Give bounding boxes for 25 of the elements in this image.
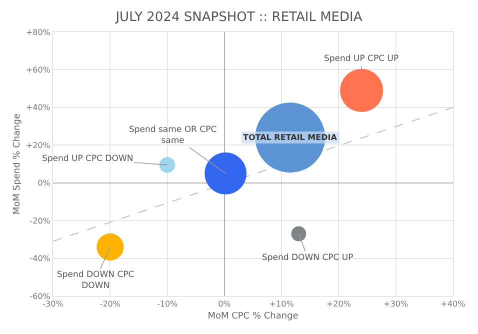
x-tick-label: -20% — [100, 300, 121, 309]
y-tick-label: 0% — [38, 178, 51, 188]
x-tick-label: +20% — [326, 300, 352, 309]
text: Spend DOWN CPC DOWN — [57, 270, 134, 292]
series-label: TOTAL RETAIL MEDIA — [243, 133, 338, 142]
x-tick-label: +30% — [384, 300, 408, 309]
y-tick-label: +20% — [26, 140, 51, 150]
y-tick-label: -60% — [30, 292, 51, 301]
y-axis-title: MoM Spend % Change — [12, 113, 22, 215]
x-tick-label: -30% — [42, 300, 64, 309]
series-label: Spend same OR CPC same — [129, 125, 217, 146]
text: Spend DOWN CPC UP — [262, 253, 354, 263]
y-tick-label: +60% — [26, 66, 51, 75]
x-tick-label: 0% — [218, 300, 232, 309]
x-tick-label: +10% — [269, 300, 294, 309]
y-tick-label: -40% — [30, 254, 51, 264]
x-tick-label: -10% — [156, 300, 178, 309]
y-tick-label: +40% — [26, 103, 51, 112]
text: Spend UP CPC DOWN — [42, 154, 134, 164]
x-axis-title: MoM CPC % Change — [208, 311, 299, 322]
y-tick-label: +80% — [26, 28, 51, 37]
y-tick-label: -20% — [30, 216, 51, 226]
chart-title: JULY 2024 SNAPSHOT :: RETAIL MEDIA — [114, 10, 362, 25]
series-label: Spend UP CPC UP — [324, 54, 399, 64]
x-tick-label: +40% — [440, 300, 466, 309]
